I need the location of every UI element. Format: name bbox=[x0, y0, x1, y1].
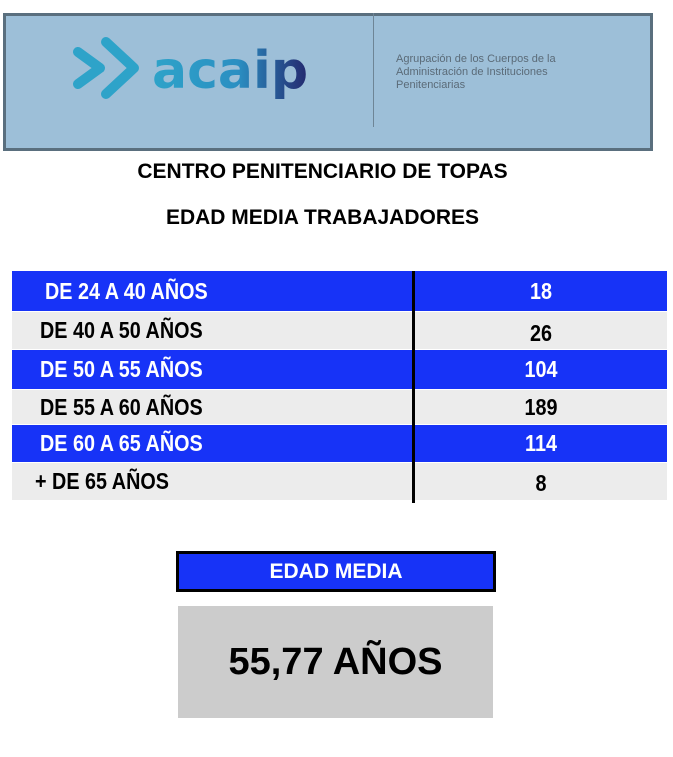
facility-title: CENTRO PENITENCIARIO DE TOPAS bbox=[137, 160, 508, 183]
column-divider bbox=[412, 271, 415, 503]
table-row: DE 50 A 55 AÑOS 104 bbox=[12, 350, 667, 389]
table-row: DE 24 A 40 AÑOS 18 bbox=[12, 271, 667, 311]
age-range-label: DE 55 A 60 AÑOS bbox=[40, 393, 203, 420]
report-title: EDAD MEDIA TRABAJADORES bbox=[165, 206, 480, 229]
age-range-label: DE 40 A 50 AÑOS bbox=[40, 317, 203, 343]
logo-text: acaip bbox=[152, 41, 308, 101]
average-age-header: EDAD MEDIA bbox=[176, 551, 496, 592]
tagline-line-2: Administración de Instituciones bbox=[396, 66, 548, 78]
age-range-label: DE 24 A 40 AÑOS bbox=[45, 277, 208, 304]
table-row: DE 40 A 50 AÑOS 26 bbox=[12, 312, 667, 349]
worker-count: 8 bbox=[535, 470, 547, 496]
worker-count: 18 bbox=[529, 277, 553, 304]
age-range-label: + DE 65 AÑOS bbox=[35, 468, 169, 494]
chevrons-icon bbox=[73, 47, 105, 89]
banner-divider bbox=[373, 13, 374, 127]
table-row: DE 60 A 65 AÑOS 114 bbox=[12, 425, 667, 462]
organization-tagline: Agrupación de los Cuerpos de la Administ… bbox=[396, 53, 596, 92]
age-range-label: DE 50 A 55 AÑOS bbox=[40, 356, 203, 382]
header-banner: acaip Agrupación de los Cuerpos de la Ad… bbox=[3, 13, 653, 151]
age-range-label: DE 60 A 65 AÑOS bbox=[40, 430, 203, 456]
worker-count: 114 bbox=[525, 430, 557, 456]
worker-count: 26 bbox=[529, 320, 553, 346]
tagline-line-1: Agrupación de los Cuerpos de la bbox=[396, 53, 556, 65]
average-age-value: 55,77 AÑOS bbox=[178, 606, 493, 718]
worker-count: 104 bbox=[524, 356, 558, 382]
acaip-logo: acaip bbox=[73, 37, 308, 101]
table-row: DE 55 A 60 AÑOS 189 bbox=[12, 390, 667, 424]
table-row: + DE 65 AÑOS 8 bbox=[12, 463, 667, 500]
worker-count: 189 bbox=[524, 393, 558, 420]
tagline-line-3: Penitenciarias bbox=[396, 79, 466, 91]
